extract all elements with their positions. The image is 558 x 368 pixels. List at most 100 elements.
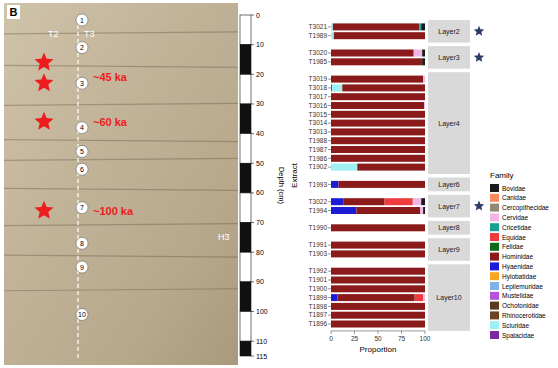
category-tick [328,297,331,298]
x-tick-label: 100 [420,335,431,342]
x-tick [378,331,379,334]
depth-tick-label: 50 [256,160,264,167]
scale-segment [240,312,251,342]
x-tick-label: 25 [351,335,359,342]
bar-segment [419,23,421,30]
category-tick [328,280,331,281]
bar-segment [331,198,343,205]
column-label: T2 [48,29,59,39]
category-label: T3014 [309,119,328,126]
bar-segment [421,198,425,205]
category-label: T3021 [309,23,328,30]
legend-key [490,213,499,221]
layer-boundary [4,289,238,291]
bar-segment [339,181,425,188]
scale-segment [240,134,251,164]
layer-boundary [4,32,238,34]
depth-tick-label: 70 [256,219,264,226]
date-star [34,52,53,70]
bar-segment [334,32,425,39]
layer-strip [428,238,470,261]
legend-key [490,282,499,290]
scale-segment [240,15,251,45]
category-label: T1993 [309,181,328,188]
column-divider [77,18,78,360]
legend-key [490,311,499,319]
legend-key [490,253,499,261]
bar-segment [423,207,425,214]
category-tick [328,245,331,246]
legend-label: Equidae [502,234,526,242]
category-tick [328,271,331,272]
layer-marker [76,163,88,175]
bar-segment [331,155,425,162]
layer-marker [76,261,88,273]
legend-label: Hyaenidae [502,263,533,271]
section-photo [4,3,238,365]
layer-strip [428,195,470,218]
category-tick [328,26,331,27]
depth-tick [251,356,254,357]
legend-key [490,194,499,202]
bar-segment [331,50,414,57]
date-star [34,112,53,130]
category-tick [328,227,331,228]
legend-label: Hylobatidae [502,273,537,281]
depth-axis-title: Depth (cm) [277,167,286,205]
category-tick [328,79,331,80]
category-label: T3022 [309,198,328,205]
bar-segment [331,321,425,328]
bar-segment [331,312,425,319]
legend-key [490,184,499,192]
bar-segment [331,32,334,39]
bar-segment [385,198,413,205]
bar-segment [331,146,425,153]
layer-strip-label: Layer9 [438,246,460,254]
bar-segment [331,164,357,171]
legend: FamilyBovidaeCanidaeCercopithecidaeCervi… [490,171,549,340]
depth-tick-label: 90 [256,278,264,285]
section-panel: BT2T3H312345678910~45 ka~60 ka~100 ka010… [4,3,286,365]
category-tick [328,53,331,54]
legend-label: Mustelidae [502,292,534,299]
bar-segment [356,207,420,214]
layer-strip [428,221,470,235]
bar-segment [342,84,425,91]
bar-segment [331,207,356,214]
bars [331,23,425,327]
bar-segment [423,294,425,301]
legend-label: Cercopithecidae [502,204,549,212]
depth-tick-label: 40 [256,130,264,137]
x-tick-label: 0 [329,335,333,342]
depth-tick-label: 20 [256,71,264,78]
bar-segment [331,23,333,30]
category-label: T1985 [309,58,328,65]
layer-number: 4 [80,124,84,131]
category-label: T1994 [309,207,328,214]
category-label: T3019 [309,75,328,82]
depth-tick [251,192,254,193]
legend-key [490,302,499,310]
category-tick [328,306,331,307]
legend-label: Cervidae [502,214,528,221]
category-tick [328,87,331,88]
scale-segment [240,223,251,253]
legend-label: Hominidae [502,253,533,260]
bar-segment [332,84,342,91]
bar-segment [331,303,425,310]
legend-title: Family [490,171,514,180]
layer-marker [76,237,88,249]
category-label: T1990 [309,224,328,231]
bar-segment [333,23,419,30]
x-axis-title: Proportion [360,345,397,354]
layer-star [474,201,484,211]
depth-tick [251,15,254,16]
bar-segment [331,268,425,275]
category-tick [328,184,331,185]
category-label: T3020 [309,49,328,56]
bar-segment [422,58,425,65]
category-tick [328,288,331,289]
scale-segment [240,341,251,356]
layer-marker [76,202,88,214]
legend-key [490,243,499,251]
